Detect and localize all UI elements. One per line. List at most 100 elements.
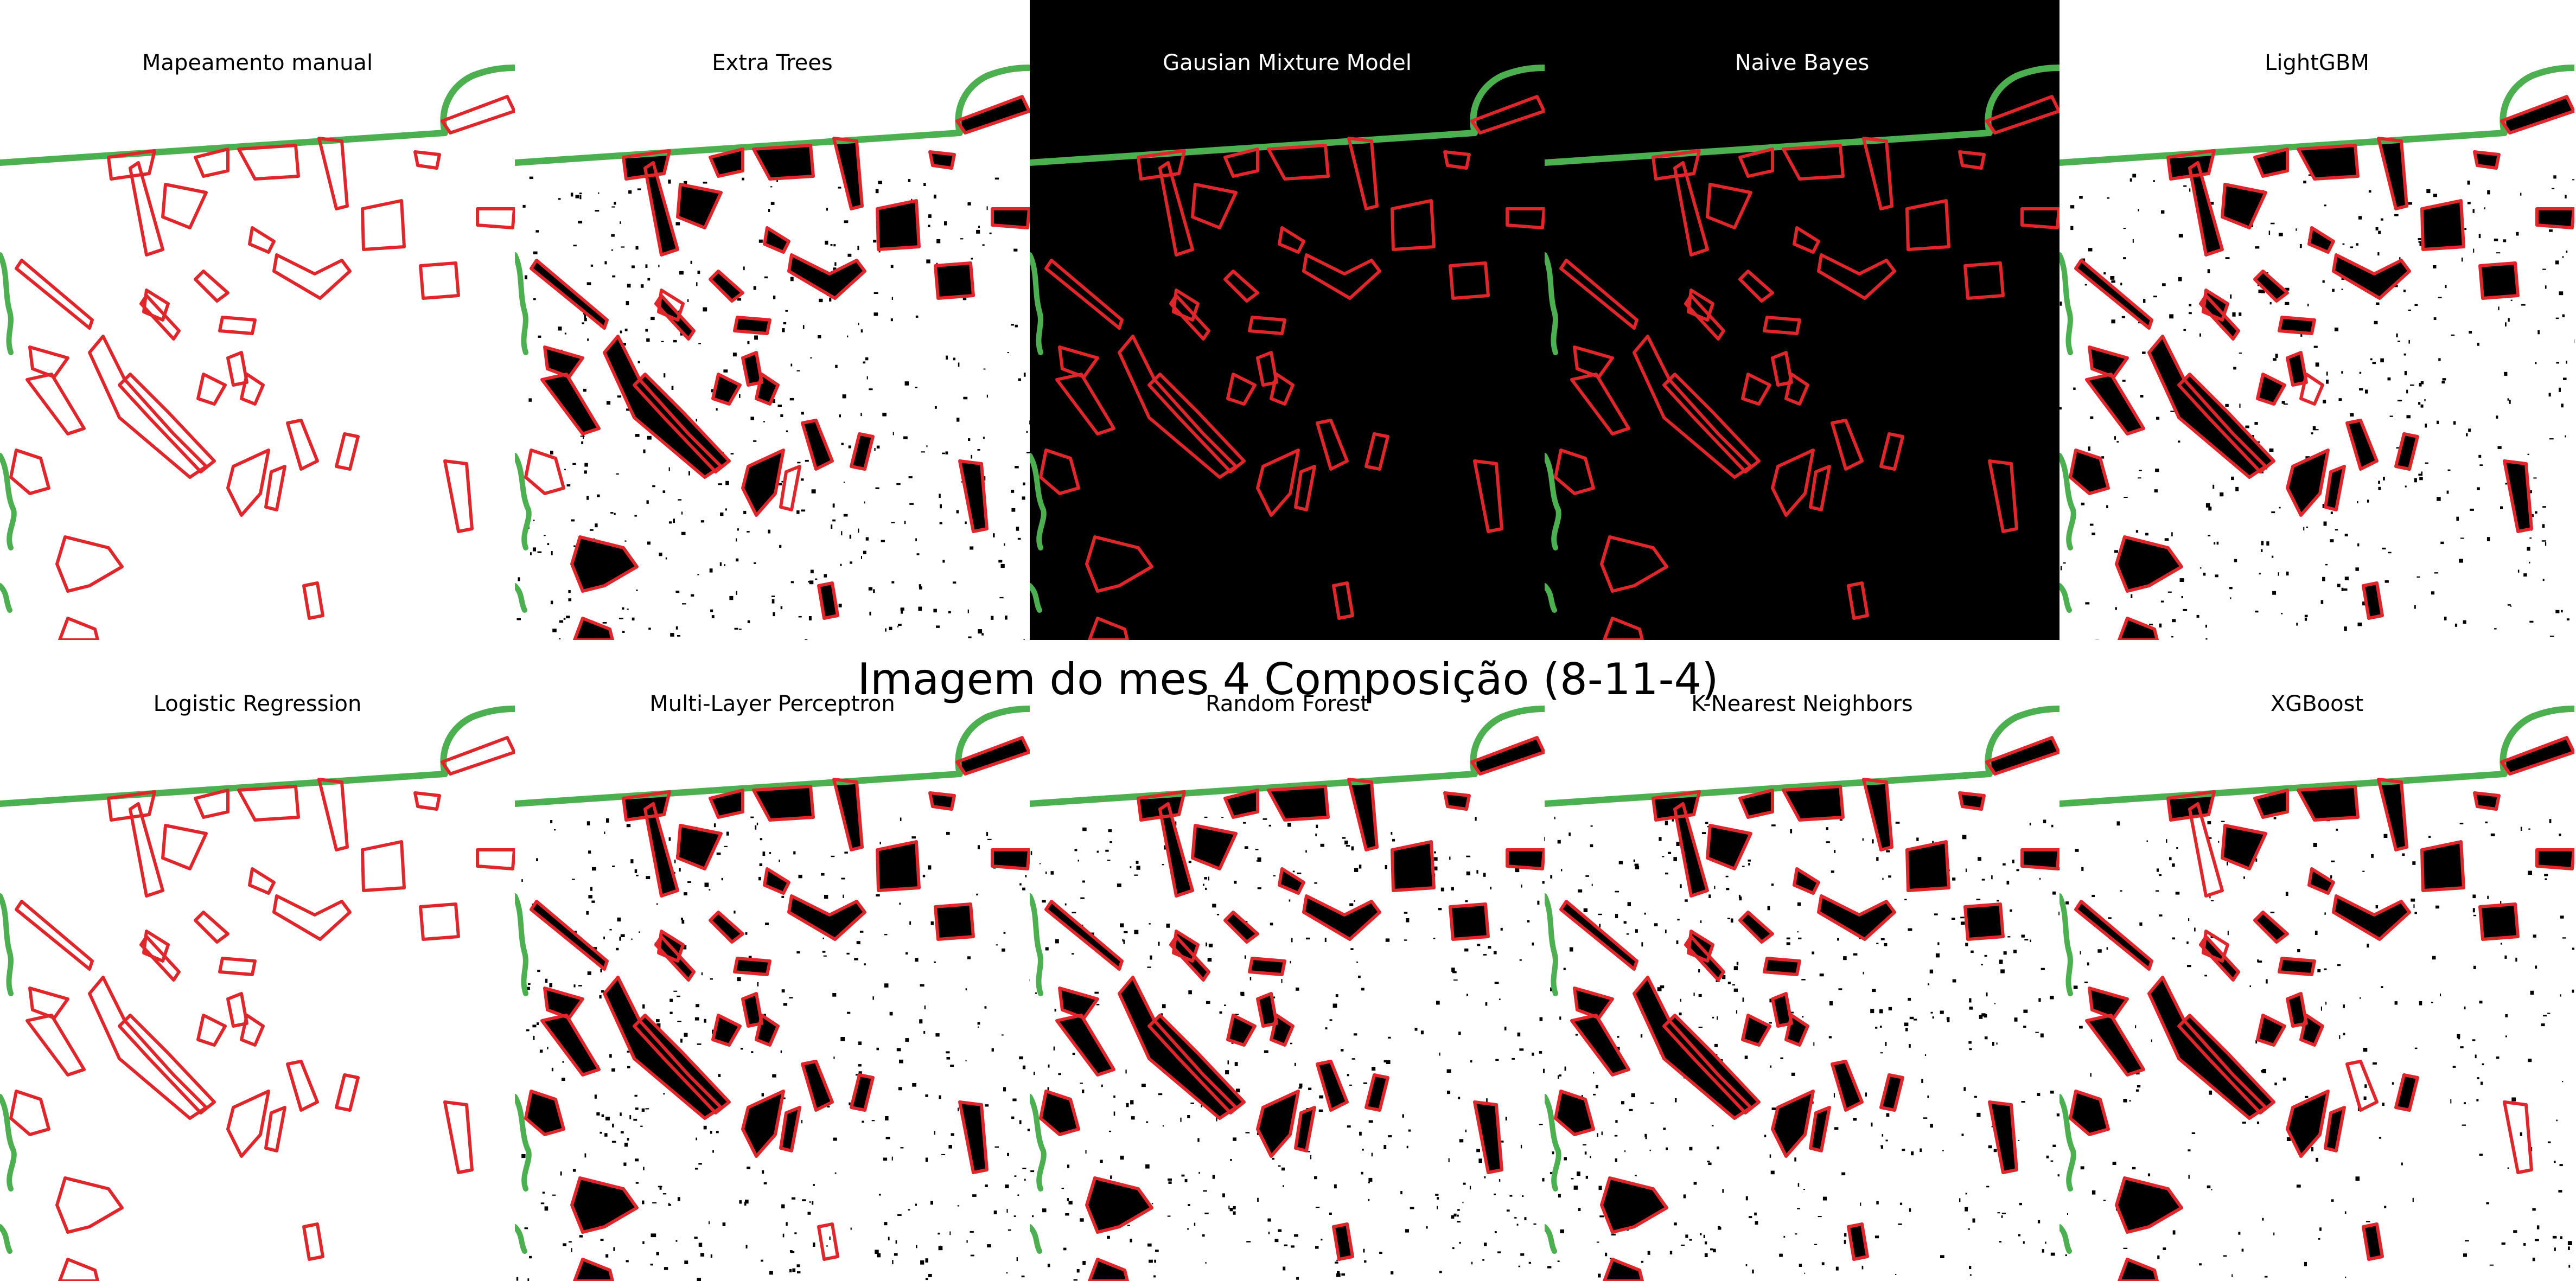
detection-speck xyxy=(896,483,901,485)
detection-speck xyxy=(1861,924,1863,929)
mapped-polygon xyxy=(1169,935,1210,982)
detection-speck xyxy=(2283,403,2288,405)
detection-speck xyxy=(588,624,592,627)
detection-speck xyxy=(2454,623,2458,627)
detection-speck xyxy=(2521,304,2526,306)
detection-speck xyxy=(2159,874,2162,876)
mapped-polygon xyxy=(2020,207,2059,229)
mapped-polygon xyxy=(240,1014,265,1047)
boundary-lines xyxy=(1030,706,1545,1254)
detection-speck xyxy=(774,886,777,887)
detection-speck xyxy=(2116,441,2119,443)
detection-speck xyxy=(2549,229,2553,232)
detection-speck xyxy=(1968,1041,1972,1044)
mapped-polygon xyxy=(817,1222,839,1261)
detection-speck xyxy=(1471,1261,1473,1265)
detection-speck xyxy=(1872,989,1876,992)
boundary-line-west xyxy=(2059,252,2073,355)
detection-speck xyxy=(720,513,724,516)
detection-speck xyxy=(1438,908,1442,911)
detection-speck xyxy=(2373,1062,2377,1065)
manual-polygons xyxy=(2069,95,2574,640)
detection-speck xyxy=(558,326,562,331)
detection-speck xyxy=(1494,982,1499,984)
detection-speck xyxy=(647,278,651,281)
detection-speck xyxy=(2344,1211,2347,1214)
mapped-polygon xyxy=(779,1106,801,1152)
detection-speck xyxy=(2208,535,2211,536)
detection-speck xyxy=(2065,901,2069,905)
detection-speck xyxy=(895,1240,897,1244)
detection-speck xyxy=(1030,851,1032,855)
detection-speck xyxy=(1158,1093,1163,1096)
detection-speck xyxy=(790,581,794,584)
detection-speck xyxy=(975,525,979,528)
detection-speck xyxy=(1888,875,1891,878)
detection-speck xyxy=(559,638,561,639)
boundary-line-west xyxy=(0,252,14,355)
detection-speck xyxy=(2207,269,2210,273)
mapped-polygon xyxy=(2345,419,2379,471)
detection-speck xyxy=(1804,1272,1806,1274)
detection-speck xyxy=(659,1063,663,1066)
mapped-polygon xyxy=(928,791,956,811)
detection-speck xyxy=(704,1019,706,1023)
detection-speck xyxy=(902,870,906,873)
detection-speck xyxy=(1527,920,1530,923)
mapped-polygon xyxy=(2085,373,2145,435)
detection-speck xyxy=(1725,875,1729,878)
detection-speck xyxy=(934,1131,935,1135)
detection-speck xyxy=(1726,860,1728,863)
detection-speck xyxy=(579,195,582,200)
detection-speck xyxy=(971,454,973,459)
boundary-line-west xyxy=(1545,453,1561,550)
detection-speck xyxy=(1167,1215,1171,1217)
detection-speck xyxy=(2311,1033,2315,1035)
detection-speck xyxy=(2268,230,2271,235)
detection-speck xyxy=(1402,1114,1404,1118)
detection-speck xyxy=(769,1271,773,1275)
mapped-polygon xyxy=(1862,778,1893,851)
detection-speck xyxy=(1885,1139,1888,1142)
boundary-line-west xyxy=(515,1224,527,1254)
detection-speck xyxy=(2431,591,2435,595)
detection-speck xyxy=(601,1114,604,1117)
detection-speck xyxy=(2406,415,2411,419)
mapped-polygon xyxy=(832,137,864,210)
detection-speck xyxy=(885,628,887,632)
detection-speck xyxy=(1194,1222,1196,1226)
detection-speck xyxy=(1349,1084,1352,1086)
detection-speck xyxy=(2286,571,2289,576)
detection-speck xyxy=(1014,1175,1017,1177)
detection-speck xyxy=(2414,478,2417,483)
detection-speck xyxy=(2138,315,2141,317)
detection-speck xyxy=(1960,921,1965,925)
detection-speck xyxy=(1414,1028,1418,1031)
detection-speck xyxy=(768,1135,771,1137)
detection-speck xyxy=(1888,1007,1892,1011)
detection-speck xyxy=(1748,863,1750,866)
detection-speck xyxy=(2003,951,2007,955)
mapped-polygon xyxy=(1687,289,1714,322)
detection-speck xyxy=(2116,821,2120,826)
detection-speck xyxy=(1064,903,1067,906)
detection-speck xyxy=(642,1004,645,1009)
detection-speck xyxy=(647,541,651,545)
detection-speck xyxy=(2434,572,2439,574)
detection-speck xyxy=(1596,1085,1598,1088)
detection-speck xyxy=(564,469,566,471)
detection-speck xyxy=(2357,543,2360,547)
detection-speck xyxy=(2215,574,2218,578)
detection-speck xyxy=(2383,477,2385,481)
detection-speck xyxy=(678,499,682,501)
detection-speck xyxy=(2088,446,2090,451)
detection-speck xyxy=(1362,1149,1364,1151)
detection-speck xyxy=(2496,1056,2500,1059)
detection-speck xyxy=(1790,829,1793,834)
detection-speck xyxy=(1615,914,1618,918)
detection-speck xyxy=(2456,224,2457,227)
detection-speck xyxy=(566,616,570,619)
mapped-polygon xyxy=(2278,957,2316,976)
detection-speck xyxy=(2396,333,2398,337)
detection-speck xyxy=(1591,883,1593,887)
